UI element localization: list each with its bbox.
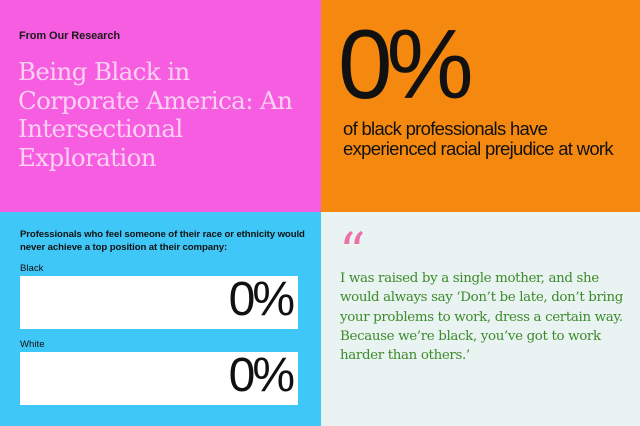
quote-mark-icon: “ <box>339 223 366 283</box>
bar-label-white: White <box>20 339 45 350</box>
quote-panel: “ I was raised by a single mother, and s… <box>321 212 640 426</box>
bar-black: 0% <box>20 273 298 329</box>
page-title: Being Black in Corporate America: An Int… <box>18 57 293 172</box>
survey-question: Professionals who feel someone of their … <box>20 229 305 253</box>
stat-panel: 0% of black professionals have experienc… <box>321 0 640 212</box>
stat-value: 0% <box>338 9 474 119</box>
title-panel: From Our Research Being Black in Corpora… <box>0 0 321 212</box>
bar-white: 0% <box>20 349 298 405</box>
bar-value-black: 0% <box>228 273 295 326</box>
bar-value-white: 0% <box>228 349 295 402</box>
eyebrow-label: From Our Research <box>19 30 121 42</box>
quote-text: I was raised by a single mother, and she… <box>340 271 623 364</box>
stat-description: of black professionals have experienced … <box>343 118 614 159</box>
bar-label-black: Black <box>20 263 44 274</box>
survey-panel: Professionals who feel someone of their … <box>0 212 321 426</box>
